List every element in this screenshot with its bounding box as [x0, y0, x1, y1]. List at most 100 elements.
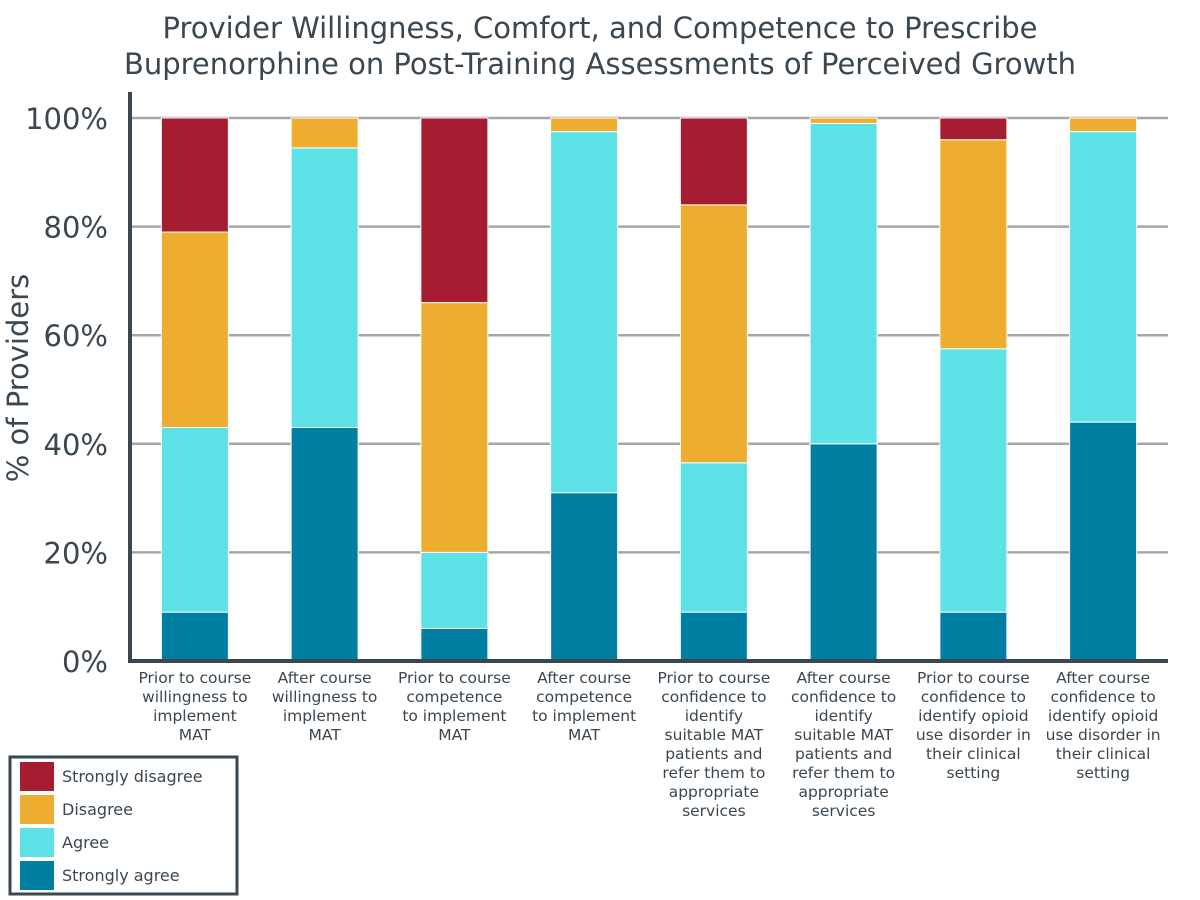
y-tick-label: 100% — [25, 102, 108, 136]
category-label-line: Prior to course — [917, 669, 1030, 687]
axes — [128, 92, 1168, 663]
category-label-line: Prior to course — [138, 669, 251, 687]
legend-swatch — [20, 795, 54, 824]
category-label-line: appropriate — [669, 783, 759, 801]
bar-segment — [939, 348, 1008, 613]
category-label-line: identify opioid — [1048, 707, 1158, 725]
y-tick-label: 80% — [44, 211, 108, 245]
category-label-line: their clinical — [1056, 745, 1151, 763]
category-label-line: setting — [947, 764, 1001, 782]
bar-segment — [290, 117, 359, 149]
category-label-line: appropriate — [798, 783, 888, 801]
legend: Strongly disagree Disagree Agree Strongly a… — [8, 755, 239, 896]
category-label: After course willingness to implement MAT — [272, 669, 378, 744]
bar-segment — [160, 117, 229, 233]
category-label-line: competence — [536, 688, 632, 706]
category-label-line: After course — [1056, 669, 1150, 687]
category-label-line: suitable MAT — [794, 726, 893, 744]
category-label: Prior to course confidence to identify suit… — [657, 669, 770, 820]
category-label-line: willingness to — [272, 688, 378, 706]
y-tick-label: 0% — [62, 645, 108, 679]
bar-segment — [939, 611, 1008, 662]
legend-swatch — [20, 762, 54, 791]
category-label: After course competence to implement MAT — [532, 669, 636, 744]
legend-label: Strongly disagree — [62, 767, 203, 786]
chart-title-line-1: Provider Willingness, Comfort, and Compe… — [162, 11, 1037, 45]
category-label-line: identify opioid — [918, 707, 1028, 725]
bar-segment — [1069, 131, 1138, 423]
category-label-line: to implement — [532, 707, 636, 725]
category-label-line: confidence to — [1050, 688, 1155, 706]
legend-label: Agree — [62, 833, 109, 852]
category-label-line: use disorder in — [1046, 726, 1161, 744]
bar-segment — [420, 302, 489, 553]
bars — [160, 117, 1138, 662]
bar-segment — [679, 117, 748, 206]
bar-segment — [679, 462, 748, 613]
category-label-line: confidence to — [921, 688, 1026, 706]
category-label-line: MAT — [309, 726, 342, 744]
bar-segment — [290, 147, 359, 429]
legend-swatch — [20, 828, 54, 857]
category-label-line: services — [682, 802, 746, 820]
bar-segment — [809, 122, 878, 445]
category-label-line: MAT — [179, 726, 212, 744]
category-label-line: confidence to — [661, 688, 766, 706]
category-label-line: implement — [153, 707, 237, 725]
y-tick-label: 40% — [44, 428, 108, 462]
category-label-line: After course — [278, 669, 372, 687]
chart-title: Provider Willingness, Comfort, and Compe… — [124, 11, 1076, 81]
category-label: Prior to course confidence to identify opi… — [916, 669, 1031, 782]
bar-segment — [420, 551, 489, 629]
bar-segment — [939, 139, 1008, 350]
bar-segment — [420, 627, 489, 662]
chart-title-line-2: Buprenorphine on Post-Training Assessmen… — [124, 47, 1076, 81]
category-label-line: implement — [283, 707, 367, 725]
bar-segment — [1069, 117, 1138, 133]
category-label: Prior to course competence to implement MAT — [398, 669, 511, 744]
bar-segment — [160, 231, 229, 429]
category-label-line: refer them to — [792, 764, 895, 782]
y-tick-labels: 0% 20% 40% 60% 80% 100% — [25, 102, 108, 679]
bar-segment — [550, 131, 619, 494]
gridlines — [130, 116, 1168, 554]
category-label-line: confidence to — [791, 688, 896, 706]
y-axis-label: % of Providers — [1, 274, 35, 482]
category-label-line: After course — [537, 669, 631, 687]
category-labels: Prior to course willingness to implement MA… — [138, 669, 1160, 820]
category-label-line: setting — [1076, 764, 1130, 782]
category-label: Prior to course willingness to implement MA… — [138, 669, 251, 744]
y-tick-label: 20% — [44, 536, 108, 570]
category-label-line: competence — [406, 688, 502, 706]
category-label-line: services — [812, 802, 876, 820]
bar-segment — [420, 117, 489, 304]
category-label-line: patients and — [665, 745, 762, 763]
bar-segment — [939, 117, 1008, 141]
category-label-line: identify — [815, 707, 873, 725]
bar-segment — [550, 117, 619, 133]
legend-label: Disagree — [62, 800, 133, 819]
category-label-line: refer them to — [662, 764, 765, 782]
legend-swatch — [20, 861, 54, 890]
category-label-line: willingness to — [142, 688, 248, 706]
category-label: After course confidence to identify opioid… — [1046, 669, 1161, 782]
category-label-line: to implement — [402, 707, 506, 725]
bar-segment — [1069, 421, 1138, 662]
legend-label: Strongly agree — [62, 866, 180, 885]
category-label-line: MAT — [568, 726, 601, 744]
category-label-line: MAT — [438, 726, 471, 744]
bar-segment — [809, 117, 878, 124]
category-label-line: Prior to course — [398, 669, 511, 687]
y-tick-label: 60% — [44, 319, 108, 353]
bar-segment — [160, 427, 229, 613]
category-label-line: Prior to course — [657, 669, 770, 687]
category-label-line: suitable MAT — [665, 726, 764, 744]
bar-segment — [160, 611, 229, 662]
bar-segment — [290, 427, 359, 662]
bar-segment — [809, 443, 878, 662]
category-label-line: their clinical — [926, 745, 1021, 763]
bar-segment — [679, 204, 748, 464]
category-label: After course confidence to identify suitabl… — [791, 669, 896, 820]
category-label-line: patients and — [795, 745, 892, 763]
